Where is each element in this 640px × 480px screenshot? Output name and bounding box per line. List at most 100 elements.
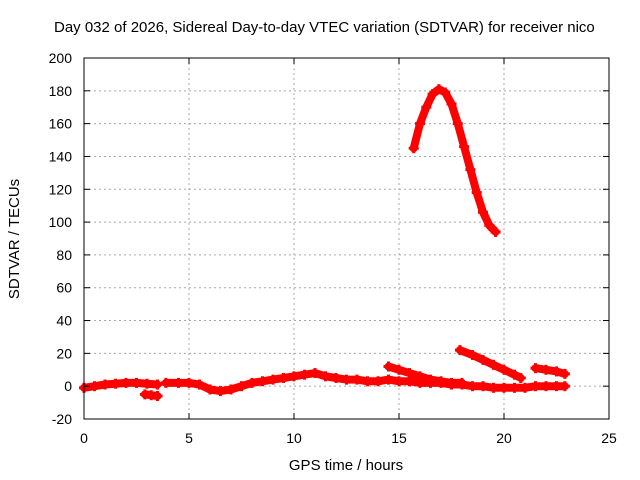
chart-title: Day 032 of 2026, Sidereal Day-to-day VTE…	[54, 19, 595, 36]
data-point-marker	[484, 220, 495, 231]
data-point-marker	[478, 207, 488, 218]
data-point-marker	[509, 382, 520, 393]
data-point-marker	[173, 377, 184, 388]
axis-ticks	[83, 57, 610, 420]
data-point-marker	[446, 377, 457, 388]
data-point-marker	[457, 377, 467, 388]
data-point-marker	[89, 381, 100, 392]
y-tick-label: 20	[56, 345, 72, 361]
data-point-marker	[499, 382, 509, 393]
data-point-marker	[131, 377, 142, 388]
data-point-marker	[194, 379, 205, 390]
data-point-marker	[541, 364, 551, 375]
data-point-marker	[404, 368, 415, 379]
y-axis-label: SDTVAR / TECUs	[6, 179, 23, 299]
data-point-marker	[488, 359, 499, 370]
y-tick-label: 180	[49, 83, 73, 99]
data-point-marker	[467, 381, 478, 392]
data-point-marker	[530, 381, 541, 392]
data-point-marker	[559, 368, 570, 379]
data-point-marker	[467, 350, 478, 361]
data-point-marker	[551, 381, 562, 392]
data-point-marker	[499, 364, 509, 375]
data-point-marker	[160, 377, 171, 388]
grid	[84, 58, 609, 419]
data-point-marker	[320, 371, 331, 382]
data-point-marker	[152, 391, 163, 402]
data-point-marker	[310, 368, 320, 379]
y-tick-label: -20	[52, 411, 72, 427]
data-point-marker	[394, 376, 404, 387]
data-point-marker	[226, 384, 236, 395]
data-point-marker	[362, 376, 373, 387]
data-point-marker	[415, 371, 425, 382]
data-point-marker	[236, 381, 247, 392]
data-point-marker	[278, 372, 289, 383]
data-point-marker	[383, 361, 394, 372]
tick-labels: 0 5 10 15 20 25 -20 0 20 40 60 80 100 120 140 160 180 200	[49, 50, 617, 446]
data-point-marker	[121, 377, 131, 388]
x-tick-label: 15	[391, 430, 407, 446]
x-tick-label: 0	[80, 430, 88, 446]
plot-frame	[83, 57, 610, 420]
data-point-marker	[152, 379, 163, 390]
y-tick-label: 0	[64, 378, 72, 394]
data-point-marker	[446, 98, 457, 109]
data-series	[79, 84, 570, 402]
data-point-marker	[215, 386, 226, 397]
data-point-marker	[425, 374, 436, 385]
data-point-marker	[559, 381, 570, 392]
data-point-marker	[142, 378, 152, 389]
data-point-marker	[415, 118, 425, 129]
y-tick-label: 100	[49, 214, 73, 230]
x-tick-label: 5	[185, 430, 193, 446]
data-point-marker	[509, 369, 520, 380]
data-point-marker	[110, 378, 121, 389]
data-point-marker	[205, 384, 215, 395]
y-tick-label: 140	[49, 148, 73, 164]
data-point-marker	[454, 345, 465, 356]
y-tick-label: 160	[49, 116, 73, 132]
x-axis-label: GPS time / hours	[289, 457, 403, 474]
data-point-marker	[515, 372, 526, 383]
data-point-marker	[427, 89, 438, 100]
data-point-marker	[408, 143, 419, 154]
data-point-marker	[530, 363, 541, 374]
data-point-marker	[299, 369, 310, 380]
data-point-marker	[490, 226, 501, 237]
data-point-marker	[488, 382, 499, 393]
x-tick-label: 20	[496, 430, 512, 446]
data-point-marker	[289, 371, 299, 382]
data-point-marker	[478, 354, 488, 365]
data-point-marker	[394, 364, 404, 375]
data-point-marker	[341, 374, 352, 385]
data-point-marker	[433, 84, 444, 95]
data-point-marker	[478, 381, 488, 392]
data-point-marker	[465, 164, 476, 175]
data-point-marker	[471, 187, 482, 198]
data-point-marker	[331, 372, 341, 383]
data-point-marker	[520, 382, 530, 393]
data-point-marker	[100, 379, 110, 390]
data-point-marker	[383, 374, 394, 385]
data-point-marker	[436, 376, 446, 387]
y-tick-label: 120	[49, 181, 73, 197]
y-tick-label: 40	[56, 313, 72, 329]
data-point-marker	[440, 87, 451, 98]
y-tick-label: 200	[49, 50, 73, 66]
data-point-marker	[373, 376, 383, 387]
data-point-marker	[247, 377, 257, 388]
x-tick-label: 10	[286, 430, 302, 446]
y-tick-label: 80	[56, 247, 72, 263]
data-point-marker	[421, 102, 432, 113]
y-tick-label: 60	[56, 280, 72, 296]
data-point-marker	[257, 376, 268, 387]
x-tick-label: 25	[601, 430, 617, 446]
data-point-marker	[551, 366, 562, 377]
data-point-marker	[541, 381, 551, 392]
data-point-marker	[184, 377, 194, 388]
data-point-marker	[268, 374, 278, 385]
data-point-marker	[459, 141, 470, 152]
data-point-marker	[452, 118, 463, 129]
